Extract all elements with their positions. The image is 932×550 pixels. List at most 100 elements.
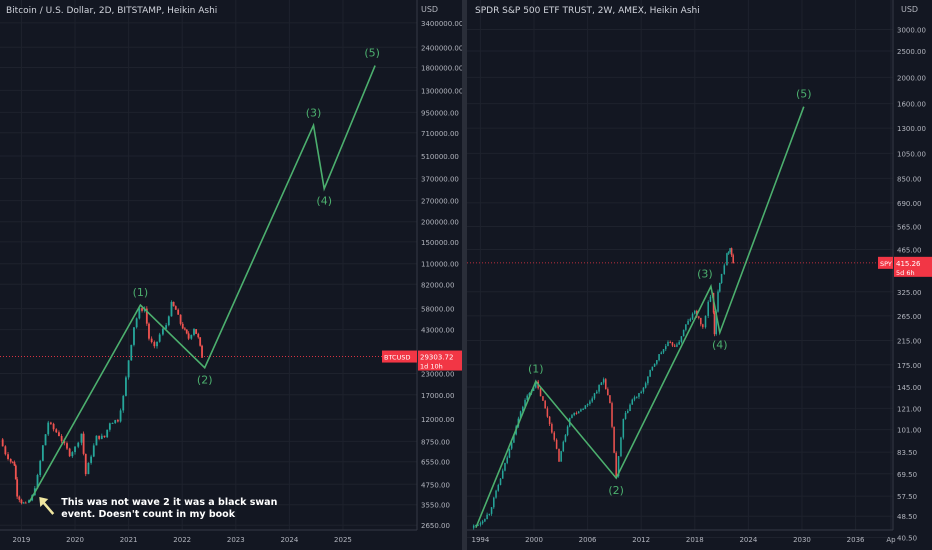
spy-candle xyxy=(586,404,589,406)
spy-candle xyxy=(726,253,728,266)
spy-candle xyxy=(651,366,654,371)
spy-candle xyxy=(644,383,647,388)
spy-y-tick-label: 57.50 xyxy=(897,493,917,501)
spy-candle xyxy=(490,507,493,514)
bitcoin-chart-panel[interactable]: 3400000.00 2400000.00 1800000.00 1300000.00… xyxy=(0,0,462,550)
btc-candle xyxy=(187,333,190,339)
spy-candle xyxy=(564,435,567,442)
spy-candle xyxy=(575,412,578,414)
spy-candle xyxy=(667,341,669,347)
btc-wave-line xyxy=(28,65,376,503)
btc-candle xyxy=(100,435,103,439)
spy-candle xyxy=(656,360,658,364)
spy-candle xyxy=(719,283,721,292)
btc-candle xyxy=(36,474,39,489)
btc-candle xyxy=(18,496,21,500)
btc-wave-label-2: (2) xyxy=(197,374,213,387)
btc-y-tick-label: 1800000.00 xyxy=(421,64,462,72)
btc-candle xyxy=(197,333,200,338)
btc-y-tick-label: 23000.00 xyxy=(421,371,454,379)
btc-candle xyxy=(92,445,95,457)
spy-wave-label-5: (5) xyxy=(796,88,812,101)
spy-candle xyxy=(484,519,486,522)
btc-candle xyxy=(172,301,175,307)
btc-candle xyxy=(127,360,130,378)
spy-candle xyxy=(647,376,649,384)
btc-y-tick-label: 12000.00 xyxy=(421,416,454,424)
spy-candle xyxy=(713,312,716,335)
spy-wave-label-1: (1) xyxy=(528,362,544,375)
spy-candle xyxy=(528,393,531,396)
btc-candle xyxy=(44,434,47,446)
spy-y-tick-label: 101.00 xyxy=(897,427,922,435)
btc-candle xyxy=(28,500,30,503)
spy-candle xyxy=(499,478,502,485)
spy-price-countdown: 5d 6h xyxy=(896,269,915,277)
btc-candle xyxy=(60,436,63,441)
btc-candle xyxy=(71,452,74,457)
spy-candle xyxy=(551,424,553,433)
spy-candle xyxy=(535,381,537,388)
spy-x-tick-label: 2030 xyxy=(793,536,811,544)
btc-candle xyxy=(158,334,161,342)
spy-candle xyxy=(635,396,638,398)
panel-divider[interactable] xyxy=(462,0,467,550)
btc-y-tick-label: 43000.00 xyxy=(421,327,454,335)
spy-candle xyxy=(524,399,526,407)
btc-candle xyxy=(55,429,58,433)
btc-y-tick-label: 510000.00 xyxy=(421,153,459,161)
btc-candle xyxy=(162,328,164,335)
btc-x-tick-label: 2025 xyxy=(334,536,352,544)
btc-wave-label-1: (1) xyxy=(133,286,149,299)
spy-y-tick-label: 1600.00 xyxy=(897,101,926,109)
spy-chart-panel[interactable]: 3000.00 2500.00 2000.00 1600.00 1300.00 1050.… xyxy=(467,0,932,550)
spy-symbol-label: SPY xyxy=(880,260,892,268)
spy-candle xyxy=(707,301,709,316)
btc-candle xyxy=(108,423,111,430)
btc-candle xyxy=(195,329,198,334)
spy-candle xyxy=(481,521,484,524)
btc-candle xyxy=(95,435,98,446)
spy-candle xyxy=(633,397,636,400)
btc-candle xyxy=(183,328,186,330)
spy-y-tick-label: 145.00 xyxy=(897,384,922,392)
bitcoin-chart-title: Bitcoin / U.S. Dollar, 2D, BITSTAMP, Hei… xyxy=(6,6,218,16)
spy-y-tick-label: 3000.00 xyxy=(897,27,926,35)
spy-candle xyxy=(617,456,620,477)
btc-candle xyxy=(111,422,114,424)
spy-candle xyxy=(539,388,542,397)
btc-price-value: 29303.72 xyxy=(420,354,453,362)
spy-candle xyxy=(673,345,676,347)
spy-candle xyxy=(548,416,551,425)
spy-candle xyxy=(580,409,582,412)
btc-candle xyxy=(174,306,177,310)
spy-wave-label-3: (3) xyxy=(697,267,713,280)
btc-candle xyxy=(1,439,4,447)
bitcoin-chart-canvas[interactable]: 3400000.00 2400000.00 1800000.00 1300000.00… xyxy=(0,0,462,550)
spy-candle xyxy=(709,296,712,302)
spy-candle xyxy=(729,248,731,253)
spy-y-tick-label: 121.00 xyxy=(897,405,922,413)
spy-candle xyxy=(513,434,515,443)
spy-candle xyxy=(702,324,704,328)
btc-candle xyxy=(16,479,19,497)
btc-candle xyxy=(41,445,44,461)
spy-candle xyxy=(566,426,569,436)
spy-candle xyxy=(532,387,535,392)
spy-candle xyxy=(598,385,600,392)
spy-candle xyxy=(477,524,479,526)
btc-candle xyxy=(13,462,16,466)
spy-x-tick-label: 1994 xyxy=(471,536,489,544)
btc-candle xyxy=(165,325,168,329)
spy-y-tick-label: 565.00 xyxy=(897,224,922,232)
spy-chart-canvas[interactable]: 3000.00 2500.00 2000.00 1600.00 1300.00 1050.… xyxy=(467,0,932,550)
spy-candle xyxy=(573,412,575,416)
btc-wave-label-3: (3) xyxy=(306,106,322,119)
spy-candle xyxy=(631,399,634,405)
btc-candle xyxy=(68,448,71,457)
btc-x-tick-label: 2023 xyxy=(227,536,245,544)
btc-candle xyxy=(138,308,141,319)
spy-candle xyxy=(582,408,584,410)
spy-candle xyxy=(691,313,694,319)
btc-candle xyxy=(74,446,76,453)
